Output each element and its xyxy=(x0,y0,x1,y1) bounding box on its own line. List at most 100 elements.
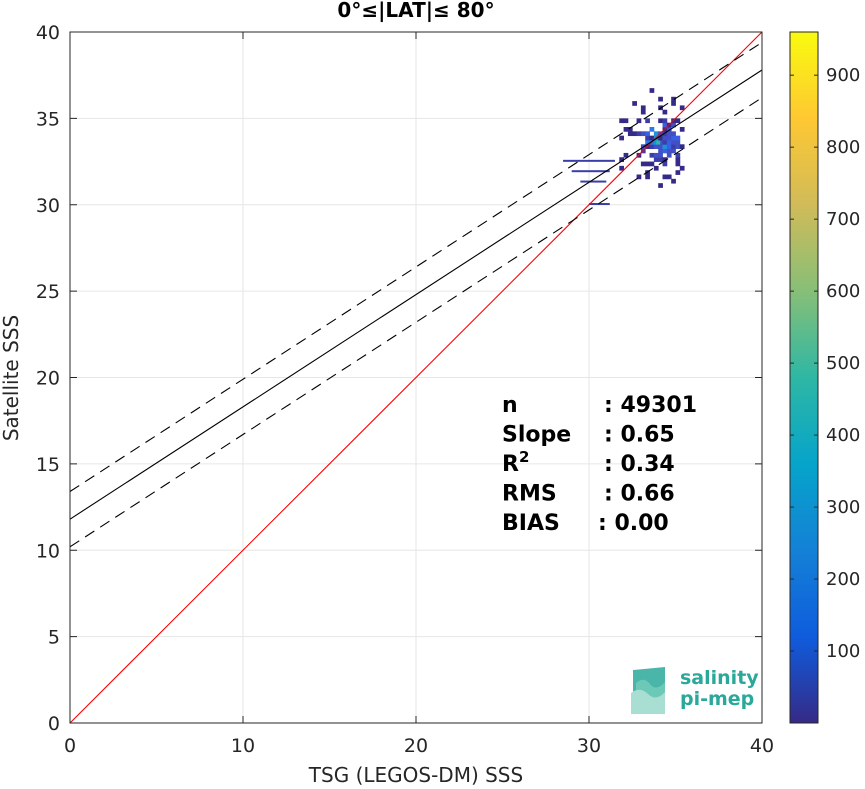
density-cell xyxy=(675,118,681,124)
density-cell xyxy=(671,131,676,137)
density-cell xyxy=(636,131,642,137)
x-axis-ticks: 0 10 20 30 40 xyxy=(64,32,774,757)
density-cell xyxy=(658,135,663,141)
density-cell xyxy=(666,139,672,145)
colorbar xyxy=(789,31,819,724)
density-cell xyxy=(675,135,681,141)
colorbar-tick-label: 300 xyxy=(826,497,860,518)
density-cell xyxy=(640,105,646,111)
y-tick-label: 35 xyxy=(36,108,60,130)
line-fit-std xyxy=(69,97,763,548)
density-streak xyxy=(563,159,615,162)
y-tick-label: 30 xyxy=(36,195,60,217)
density-cell xyxy=(675,144,681,150)
colorbar-tick-label: 800 xyxy=(826,137,860,158)
line-fit-std xyxy=(69,41,763,492)
logo: salinity pi-mep xyxy=(631,667,759,714)
stat-value: : 0.66 xyxy=(604,482,675,507)
density-cell xyxy=(671,101,676,106)
density-streak xyxy=(589,203,610,206)
density-cell xyxy=(662,144,668,150)
density-cell xyxy=(653,157,659,162)
density-cell xyxy=(662,139,668,145)
density-cell xyxy=(671,135,676,141)
density-cell xyxy=(679,127,685,132)
density-cell xyxy=(619,165,624,171)
y-tick-label: 15 xyxy=(36,454,60,476)
density-cell xyxy=(636,118,642,124)
x-tick-label: 40 xyxy=(750,735,774,757)
density-cell xyxy=(662,148,668,154)
density-cell xyxy=(645,135,650,141)
density-cell xyxy=(649,152,655,158)
density-cell xyxy=(649,144,655,150)
density-cell xyxy=(619,118,624,124)
density-cell xyxy=(675,161,681,167)
colorbar-tick-label: 500 xyxy=(826,353,860,374)
density-cell xyxy=(658,152,663,158)
density-cell xyxy=(675,152,681,158)
density-cell xyxy=(671,144,676,150)
stat-label: Slope xyxy=(502,423,571,448)
colorbar-tick-label: 600 xyxy=(826,281,860,302)
density-cell xyxy=(658,148,663,154)
density-cell xyxy=(658,118,663,124)
x-axis-label: TSG (LEGOS-DM) SSS xyxy=(308,763,523,787)
stat-value: : 0.65 xyxy=(604,423,675,448)
y-tick-label: 0 xyxy=(48,713,60,735)
density-cell xyxy=(649,127,655,132)
density-cell xyxy=(658,96,663,102)
density-cell xyxy=(645,161,650,167)
chart-title: 0°≤|LAT|≤ 80° xyxy=(337,0,494,22)
y-tick-label: 20 xyxy=(36,368,60,390)
density-streak xyxy=(580,180,607,183)
density-cell xyxy=(666,174,672,180)
colorbar-tick-label: 400 xyxy=(826,425,860,446)
density-cell xyxy=(675,170,681,175)
density-cell xyxy=(675,157,681,162)
density-cell xyxy=(679,165,685,171)
density-cell xyxy=(662,135,668,141)
density-cell xyxy=(666,127,672,132)
line-1-1 xyxy=(69,31,763,724)
y-axis-ticks: 0 5 10 15 20 25 30 35 40 xyxy=(36,22,762,735)
stat-value: : 0.34 xyxy=(604,452,675,477)
density-cell xyxy=(640,109,646,115)
density-cell xyxy=(645,174,650,180)
y-tick-label: 40 xyxy=(36,22,60,44)
density-streak xyxy=(571,170,610,173)
density-cell xyxy=(649,88,655,93)
x-tick-label: 0 xyxy=(64,735,76,757)
density-cell xyxy=(640,161,646,167)
density-cell xyxy=(653,152,659,158)
density-cell xyxy=(679,105,685,111)
density-cell xyxy=(662,157,668,162)
stat-label: n xyxy=(502,393,518,418)
density-cell xyxy=(645,131,650,137)
density-cell xyxy=(619,135,624,141)
y-tick-label: 5 xyxy=(48,627,60,649)
regression-lines xyxy=(69,31,763,724)
density-cell xyxy=(679,144,685,150)
colorbar-tick-label: 100 xyxy=(826,641,860,662)
density-cell xyxy=(662,174,668,180)
density-cell xyxy=(623,127,629,132)
density-cell xyxy=(671,122,676,128)
density-cell xyxy=(640,131,646,137)
logo-line2: pi-mep xyxy=(680,688,754,710)
stat-value: : 49301 xyxy=(604,393,697,418)
y-tick-label: 10 xyxy=(36,540,60,562)
density-cell xyxy=(666,131,672,137)
y-tick-label: 25 xyxy=(36,281,60,303)
density-cell xyxy=(671,139,676,145)
stat-label: BIAS xyxy=(502,511,560,536)
density-cell xyxy=(658,139,663,145)
density-cell xyxy=(662,118,668,124)
logo-line1: salinity xyxy=(680,667,759,689)
density-cell xyxy=(662,161,668,167)
x-tick-label: 30 xyxy=(577,735,601,757)
stat-value: : 0.00 xyxy=(598,511,669,536)
line-fit xyxy=(69,69,763,520)
density-cell xyxy=(627,131,633,137)
